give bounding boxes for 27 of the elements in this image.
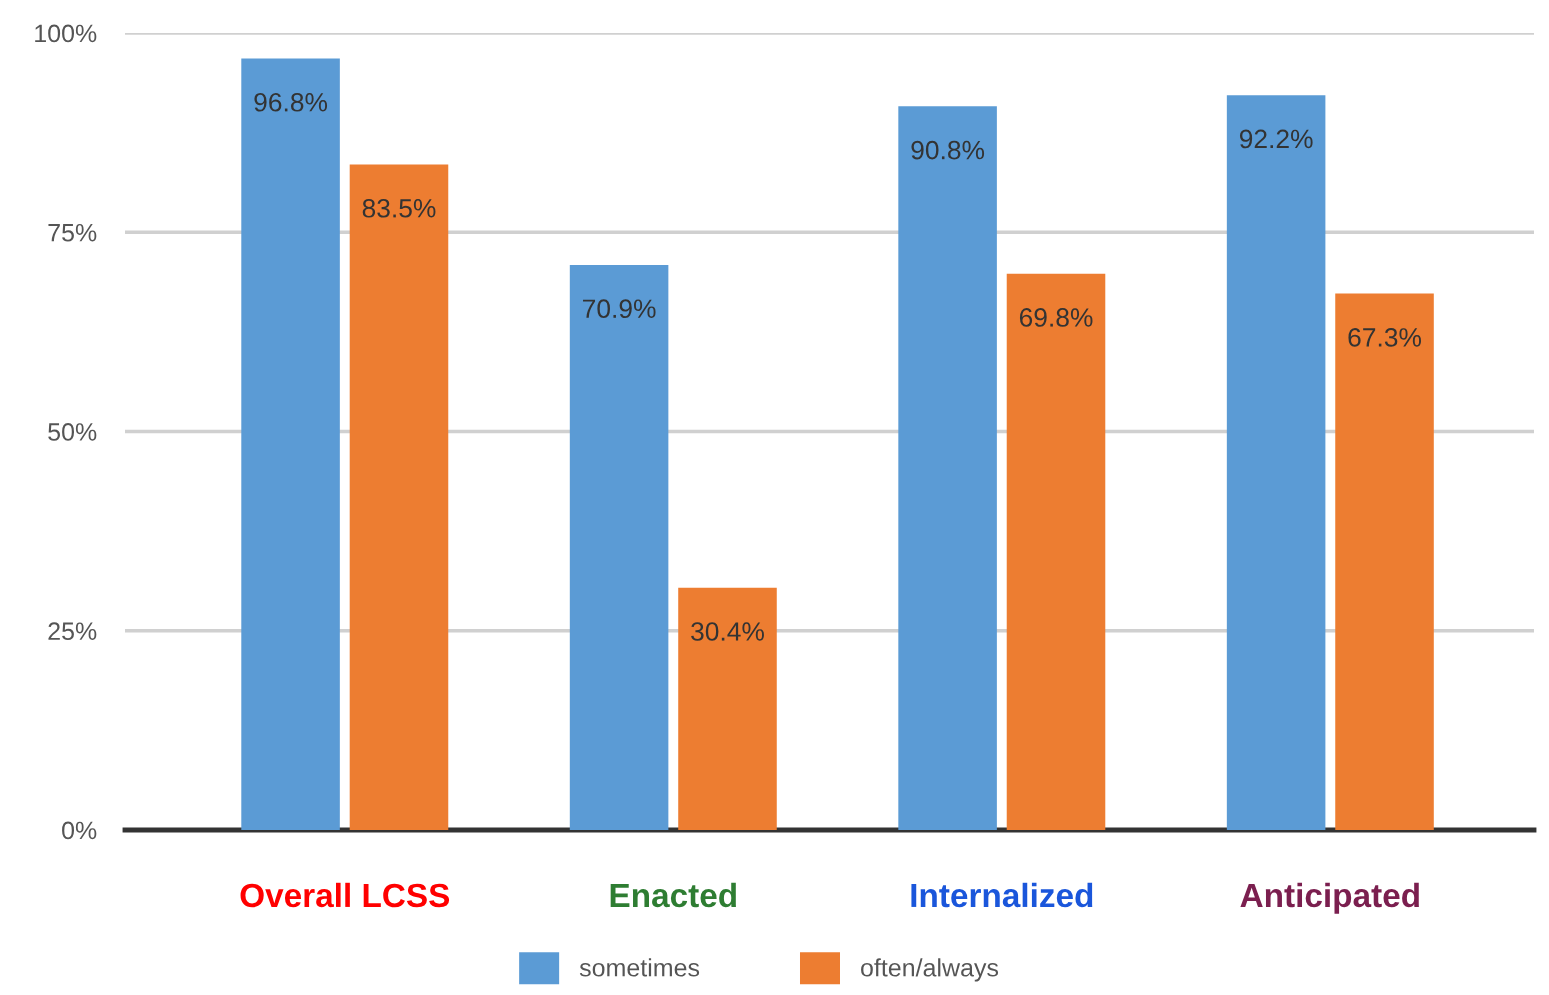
y-tick-label: 0% bbox=[62, 821, 97, 840]
data-label: 67.3% bbox=[1348, 328, 1421, 347]
y-tick-label: 50% bbox=[48, 423, 97, 441]
legend-label: often/always bbox=[861, 958, 999, 982]
legend-label: sometimes bbox=[579, 958, 700, 977]
data-label: 96.8% bbox=[254, 92, 328, 112]
bar bbox=[1335, 293, 1434, 830]
data-label: 70.9% bbox=[583, 299, 656, 319]
bar bbox=[1006, 273, 1106, 830]
x-tick-label: Overall LCSS bbox=[240, 882, 450, 908]
data-label: 83.5% bbox=[362, 198, 436, 218]
data-label: 69.8% bbox=[1019, 308, 1093, 327]
bar bbox=[678, 587, 777, 830]
y-tick-label: 100% bbox=[35, 24, 97, 43]
data-label: 30.4% bbox=[691, 622, 764, 641]
x-tick-label: Enacted bbox=[610, 882, 736, 908]
bar bbox=[898, 106, 997, 830]
x-tick-label: Anticipated bbox=[1240, 882, 1419, 914]
data-label: 90.8% bbox=[911, 140, 985, 160]
x-tick-label: Internalized bbox=[911, 882, 1093, 908]
bar bbox=[241, 58, 340, 830]
bar bbox=[569, 264, 669, 830]
y-tick-label: 75% bbox=[48, 223, 97, 242]
data-label: 92.2% bbox=[1239, 129, 1313, 149]
bar bbox=[349, 164, 449, 830]
bar bbox=[1226, 95, 1326, 830]
y-tick-label: 25% bbox=[48, 622, 97, 641]
